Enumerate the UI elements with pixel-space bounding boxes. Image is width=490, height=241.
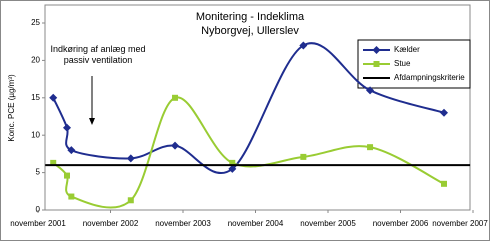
legend-marker: [373, 61, 380, 67]
annotation-box: Indkøring af anlæg med passiv ventilatio…: [50, 44, 146, 65]
x-tick-label: november 2005: [300, 219, 356, 228]
annotation-arrowhead: [89, 118, 95, 125]
point: [68, 193, 75, 200]
y-axis-label: Konc. PCE (µg/m³): [7, 74, 16, 142]
point: [64, 172, 70, 179]
point: [228, 164, 237, 173]
point: [440, 108, 448, 117]
y-tick-label: 25: [31, 18, 40, 27]
chart-subtitle: Nyborgvej, Ullerslev: [201, 25, 299, 37]
point: [172, 94, 179, 101]
x-tick-label: november 2002: [83, 219, 139, 228]
y-tick-label: 0: [36, 205, 41, 214]
point: [299, 41, 308, 50]
point: [49, 93, 58, 102]
x-tick-label: november 2007: [432, 219, 488, 228]
point: [229, 159, 236, 166]
x-tick-label: november 2006: [373, 219, 429, 228]
point: [67, 146, 76, 155]
x-tick-label: november 2001: [10, 219, 66, 228]
point: [300, 153, 307, 160]
x-tick-label: november 2003: [155, 219, 211, 228]
series-line: [52, 42, 445, 175]
plot-area: [44, 4, 471, 211]
point: [63, 123, 71, 132]
y-tick-label: 5: [36, 168, 41, 177]
point: [126, 154, 135, 163]
chart-title: Monitering - Indeklima: [196, 11, 305, 23]
y-tick-label: 20: [31, 56, 40, 65]
legend-label: Kælder: [394, 45, 420, 54]
point: [367, 144, 374, 151]
y-tick-label: 15: [31, 93, 40, 102]
legend-marker: [372, 46, 381, 54]
point: [171, 141, 180, 150]
y-tick-label: 10: [31, 130, 40, 139]
annotation: Indkøring af anlæg med passiv ventilatio…: [50, 44, 146, 65]
legend-label: Afdampningskriterie: [394, 73, 465, 82]
point: [50, 159, 57, 166]
point: [127, 197, 134, 204]
legend-label: Stue: [394, 59, 411, 68]
point: [441, 180, 447, 187]
point: [366, 86, 375, 95]
x-tick-label: november 2004: [228, 219, 284, 228]
